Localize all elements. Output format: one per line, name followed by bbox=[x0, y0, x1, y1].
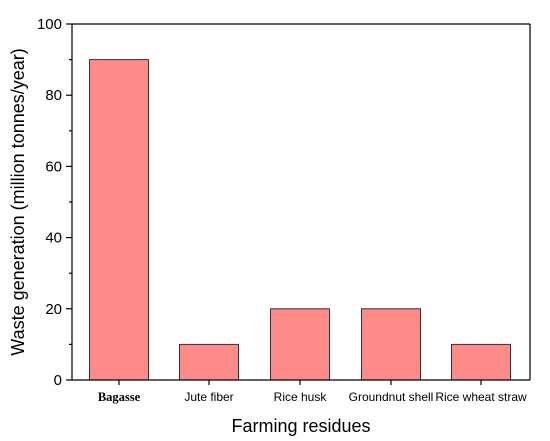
y-tick-label: 40 bbox=[45, 230, 62, 247]
y-axis-ticks: 0 20 40 60 80 100 bbox=[37, 16, 482, 389]
x-tick-label-jute-fiber: Jute fiber bbox=[184, 390, 233, 404]
y-tick-label: 0 bbox=[54, 372, 62, 389]
x-tick-label-bagasse: Bagasse bbox=[98, 390, 141, 404]
x-axis-labels: Bagasse Jute fiber Rice husk Groundnut shel… bbox=[98, 390, 527, 404]
x-tick-label-rice-wheat-straw: Rice wheat straw bbox=[435, 390, 527, 404]
bar-bagasse bbox=[89, 59, 149, 381]
bars-group bbox=[89, 59, 511, 381]
x-axis-title: Farming residues bbox=[231, 416, 370, 436]
y-axis-title: Waste generation (million tonnes/year) bbox=[8, 48, 28, 355]
bar-rice-wheat-straw bbox=[451, 343, 511, 381]
y-tick-label: 80 bbox=[45, 87, 62, 104]
x-tick-label-groundnut-shell: Groundnut shell bbox=[349, 390, 434, 404]
bar-rice-husk bbox=[270, 308, 330, 381]
x-tick-label-rice-husk: Rice husk bbox=[274, 390, 328, 404]
y-tick-label: 60 bbox=[45, 158, 62, 175]
bar-jute-fiber bbox=[179, 343, 239, 381]
bar-groundnut-shell bbox=[361, 308, 421, 381]
y-tick-label: 20 bbox=[45, 301, 62, 318]
y-tick-label: 100 bbox=[37, 16, 62, 33]
